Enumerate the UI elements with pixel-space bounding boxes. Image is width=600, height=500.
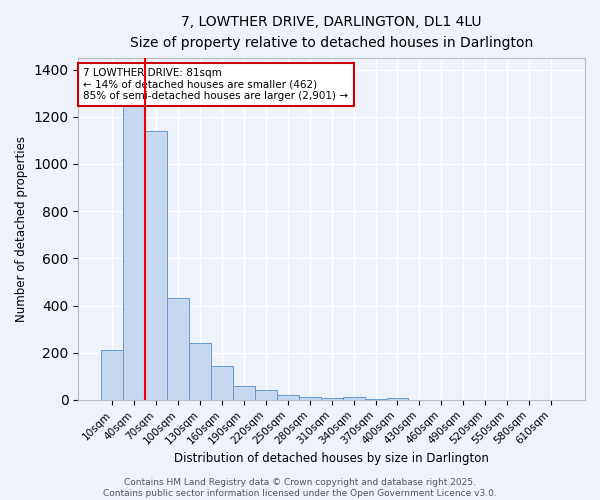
X-axis label: Distribution of detached houses by size in Darlington: Distribution of detached houses by size … [174, 452, 489, 465]
Bar [211, 366, 233, 400]
Text: Contains HM Land Registry data © Crown copyright and database right 2025.
Contai: Contains HM Land Registry data © Crown c… [103, 478, 497, 498]
Bar [277, 395, 299, 400]
Bar [124, 84, 145, 400]
Bar [365, 399, 386, 400]
Title: 7, LOWTHER DRIVE, DARLINGTON, DL1 4LU
Size of property relative to detached hous: 7, LOWTHER DRIVE, DARLINGTON, DL1 4LU Si… [130, 15, 533, 50]
Bar [189, 344, 211, 400]
Bar [255, 390, 277, 400]
Bar [167, 298, 189, 400]
Y-axis label: Number of detached properties: Number of detached properties [15, 136, 28, 322]
Bar [343, 397, 365, 400]
Bar [145, 131, 167, 400]
Bar [299, 397, 321, 400]
Bar [321, 398, 343, 400]
Bar [101, 350, 124, 400]
Bar [233, 386, 255, 400]
Text: 7 LOWTHER DRIVE: 81sqm
← 14% of detached houses are smaller (462)
85% of semi-de: 7 LOWTHER DRIVE: 81sqm ← 14% of detached… [83, 68, 349, 101]
Bar [386, 398, 409, 400]
